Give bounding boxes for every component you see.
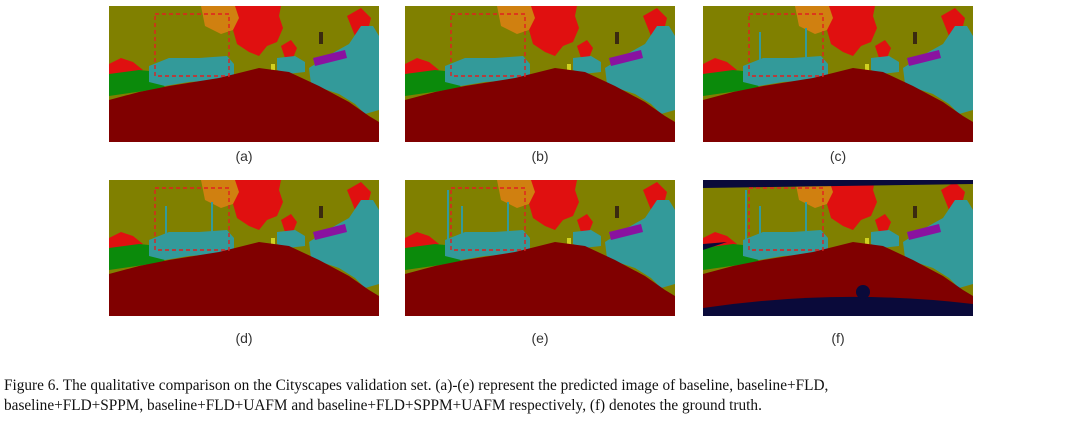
- pole: [745, 190, 747, 250]
- road-region: [703, 242, 973, 316]
- highlight-box: [450, 187, 526, 251]
- sign-region: [313, 50, 347, 66]
- sign-region: [907, 224, 941, 240]
- tree-region-small: [281, 40, 297, 58]
- traffic-light: [865, 64, 869, 72]
- car-region-mid: [277, 230, 305, 248]
- sign-region: [609, 224, 643, 240]
- panel-label-e: (e): [531, 330, 549, 346]
- pole: [165, 206, 167, 242]
- panel-label-b: (b): [531, 148, 549, 164]
- void-region-bottom: [703, 296, 973, 316]
- caption-line-1: Figure 6. The qualitative comparison on …: [4, 377, 829, 394]
- traffic-light: [271, 238, 275, 246]
- traffic-light: [865, 238, 869, 246]
- pole: [615, 206, 619, 218]
- tree-region: [827, 180, 877, 230]
- panel-c: [703, 6, 973, 142]
- tree-region-small: [875, 214, 891, 232]
- sign-region: [609, 50, 643, 66]
- car-region-right: [605, 200, 675, 288]
- car-region-right: [605, 26, 675, 114]
- pole: [319, 32, 323, 44]
- traffic-light: [567, 238, 571, 246]
- pole: [759, 206, 761, 242]
- void-region-left: [703, 242, 727, 250]
- car-region-mid: [573, 230, 601, 248]
- pole: [615, 32, 619, 44]
- pole: [759, 32, 761, 68]
- caption-line-2: baseline+FLD+SPPM, baseline+FLD+UAFM and…: [4, 397, 762, 414]
- car-region-right: [309, 200, 379, 288]
- panel-e: [405, 180, 675, 316]
- car-region-right: [903, 200, 973, 288]
- pole: [805, 202, 807, 238]
- car-region-right: [903, 26, 973, 114]
- tree-region-small: [281, 214, 297, 232]
- road-region: [405, 242, 675, 316]
- tree-region-small: [577, 40, 593, 58]
- traffic-light: [567, 64, 571, 72]
- panel-d: [109, 180, 379, 316]
- car-region: [149, 56, 234, 86]
- car-region-mid: [871, 56, 899, 74]
- pole: [447, 190, 449, 250]
- sign-region: [907, 50, 941, 66]
- highlight-box: [748, 13, 824, 77]
- pole: [507, 202, 509, 238]
- pole: [319, 206, 323, 218]
- tree-region: [529, 180, 579, 230]
- pole: [211, 202, 213, 238]
- pole: [461, 206, 463, 242]
- highlight-box: [748, 187, 824, 251]
- panel-b: [405, 6, 675, 142]
- panel-label-f: (f): [831, 330, 845, 346]
- sign-region: [313, 224, 347, 240]
- car-region-mid: [277, 56, 305, 74]
- tree-region: [233, 6, 283, 56]
- figure-caption: Figure 6. The qualitative comparison on …: [4, 376, 1076, 416]
- traffic-light: [271, 64, 275, 72]
- panel-f: [703, 180, 973, 316]
- tree-region: [233, 180, 283, 230]
- car-region: [445, 56, 530, 86]
- panel-label-d: (d): [235, 330, 253, 346]
- pole: [805, 28, 807, 64]
- pole: [913, 32, 917, 44]
- highlight-box: [154, 187, 230, 251]
- panel-label-c: (c): [829, 148, 847, 164]
- tree-region-small: [875, 40, 891, 58]
- road-region: [109, 68, 379, 142]
- car-region-mid: [871, 230, 899, 248]
- car-region-mid: [573, 56, 601, 74]
- highlight-box: [450, 13, 526, 77]
- highlight-box: [154, 13, 230, 77]
- tree-region-small: [577, 214, 593, 232]
- road-region: [109, 242, 379, 316]
- road-region: [405, 68, 675, 142]
- void-region-blob: [856, 285, 870, 299]
- void-region-top: [703, 180, 973, 188]
- road-region: [703, 68, 973, 142]
- panel-a: [109, 6, 379, 142]
- pole: [913, 206, 917, 218]
- tree-region: [529, 6, 579, 56]
- panel-label-a: (a): [235, 148, 253, 164]
- car-region-right: [309, 26, 379, 114]
- tree-region: [827, 6, 877, 56]
